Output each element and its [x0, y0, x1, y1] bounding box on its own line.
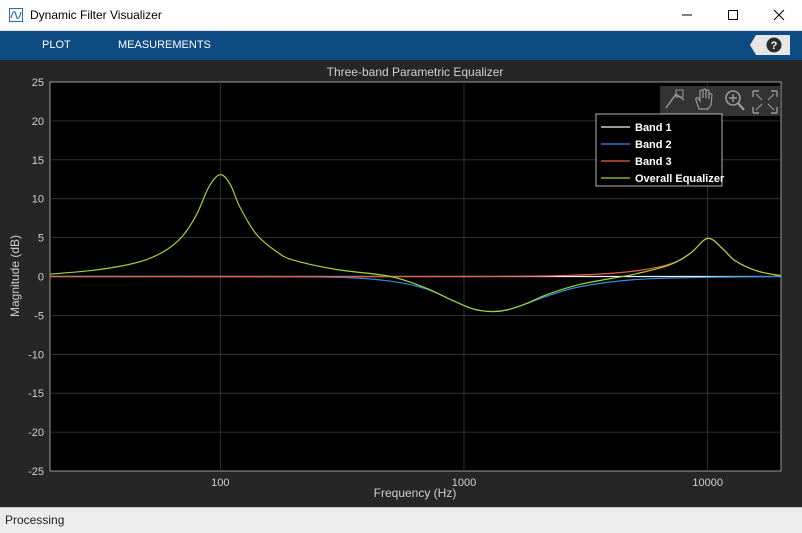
chart[interactable]: Three-band Parametric Equalizer 25 20 15 10…	[0, 60, 802, 507]
y-tick-label: -25	[28, 466, 44, 478]
question-icon: ?	[771, 40, 778, 52]
y-tick-label: 25	[32, 77, 44, 89]
close-button[interactable]	[756, 0, 802, 30]
help-button[interactable]: ?	[750, 35, 790, 55]
y-tick-label: 20	[32, 116, 44, 128]
maximize-button[interactable]	[710, 0, 756, 30]
x-tick-label: 1000	[452, 477, 476, 489]
y-tick-label: -20	[28, 427, 44, 439]
y-tick-label: 5	[38, 233, 44, 245]
tab-measurements[interactable]: MEASUREMENTS	[118, 39, 211, 51]
x-tick-label: 10000	[692, 477, 723, 489]
pan-icon[interactable]	[695, 88, 713, 110]
legend-label-overall-equalizer: Overall Equalizer	[635, 173, 725, 185]
legend-label-band-3: Band 3	[635, 156, 672, 168]
y-tick-label: -10	[28, 349, 44, 361]
chart-title: Three-band Parametric Equalizer	[327, 65, 504, 79]
axes-toolbar	[660, 86, 780, 116]
y-tick-label: 0	[38, 272, 44, 284]
y-tick-label: 10	[32, 194, 44, 206]
y-tick-label: -5	[34, 310, 44, 322]
legend[interactable]: Band 1 Band 2 Band 3 Overall Equalizer	[595, 113, 725, 187]
grid	[50, 82, 781, 471]
status-bar: Processing	[0, 507, 802, 533]
tab-plot[interactable]: PLOT	[42, 39, 71, 51]
legend-label-band-1: Band 1	[635, 122, 672, 134]
restore-view-icon[interactable]	[752, 90, 778, 114]
close-icon	[773, 9, 785, 21]
y-axis-label: Magnitude (dB)	[8, 235, 22, 317]
title-bar: Dynamic Filter Visualizer	[0, 0, 802, 31]
y-ticks: 25 20 15 10 5 0 -5 -10 -15 -20 -25	[28, 77, 44, 478]
y-tick-label: -15	[28, 388, 44, 400]
data-cursor-icon[interactable]	[663, 89, 687, 113]
series-lines	[49, 174, 782, 313]
minimize-button[interactable]	[664, 0, 710, 30]
minimize-icon	[682, 14, 692, 16]
window-title: Dynamic Filter Visualizer	[30, 8, 162, 22]
series-line-overall-equalizer	[49, 174, 782, 313]
y-tick-label: 15	[32, 155, 44, 167]
x-axis-label: Frequency (Hz)	[374, 486, 457, 500]
maximize-icon	[728, 10, 738, 20]
toolstrip: PLOT MEASUREMENTS ?	[0, 31, 802, 60]
legend-label-band-2: Band 2	[635, 139, 672, 151]
x-tick-label: 100	[211, 477, 229, 489]
status-text: Processing	[5, 513, 65, 527]
x-ticks: 100 1000 10000	[211, 477, 723, 489]
zoom-in-icon[interactable]	[725, 90, 745, 111]
plot-panel: Three-band Parametric Equalizer 25 20 15 10…	[0, 60, 802, 507]
app-icon	[9, 8, 23, 22]
